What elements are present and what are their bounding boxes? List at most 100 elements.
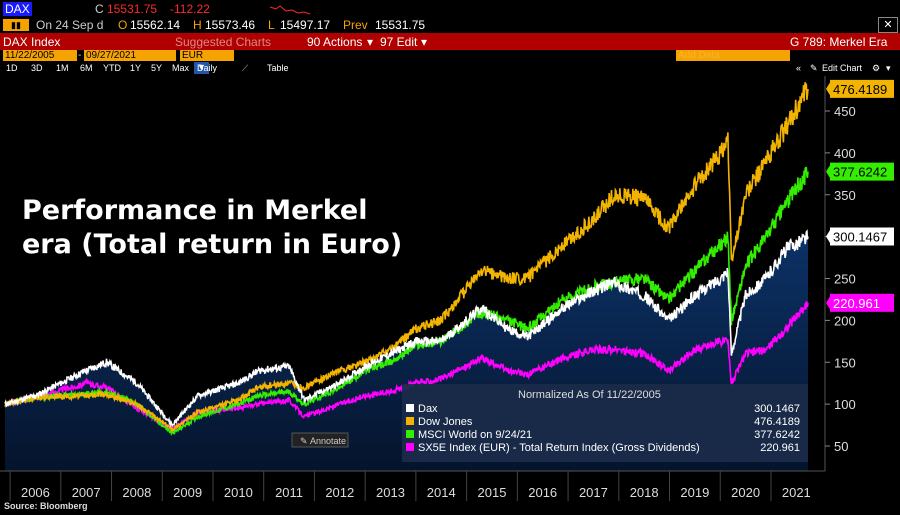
x-tick-label: 2018: [630, 485, 659, 500]
last-price: 15531.75: [107, 2, 158, 16]
y-tick-label: 100: [834, 397, 856, 412]
add-data-field[interactable]: Add Data: [676, 50, 790, 61]
edit-chart-button[interactable]: Edit Chart: [822, 63, 863, 73]
y-tick-label: 450: [834, 104, 856, 119]
currency-field[interactable]: EUR: [180, 50, 234, 61]
ticker-symbol[interactable]: DAX: [3, 2, 32, 16]
x-tick-label: 2009: [173, 485, 202, 500]
label-pointer: [826, 163, 831, 180]
range-6m[interactable]: 6M: [80, 63, 93, 73]
x-tick-label: 2012: [325, 485, 354, 500]
table-button[interactable]: Table: [267, 63, 289, 73]
legend: Normalized As Of 11/22/2005 Dax 300.1467D…: [402, 384, 808, 462]
news-icon[interactable]: ▮▮: [3, 19, 29, 31]
suggested-charts-button[interactable]: Suggested Charts: [175, 35, 272, 49]
legend-value: 300.1467: [754, 403, 800, 415]
legend-name: Dax: [418, 403, 438, 415]
low-value: 15497.17: [280, 18, 331, 32]
edit-chevron-icon: ▾: [421, 35, 428, 49]
range-1y[interactable]: 1Y: [130, 63, 142, 73]
high-label: H: [193, 18, 202, 32]
y-tick-label: 350: [834, 188, 856, 203]
legend-swatch: [406, 417, 414, 425]
index-name: DAX Index: [3, 35, 61, 49]
pencil-icon: ✎: [300, 436, 308, 446]
annotate-label: Annotate: [310, 436, 346, 446]
y-tick-label: 50: [834, 439, 848, 454]
label-pointer: [826, 294, 831, 311]
gear-icon[interactable]: ⚙: [872, 63, 881, 73]
x-axis-ticks: 2006 2007 2008 2009 2010 2011 2012 2013 2014 2015…: [0, 470, 825, 501]
x-tick-label: 2008: [122, 485, 151, 500]
edit-button[interactable]: 97 Edit: [380, 35, 418, 49]
y-tick-label: 150: [834, 355, 856, 370]
y-tick-label: 400: [834, 146, 856, 161]
label-pointer: [826, 80, 831, 97]
x-tick-label: 2020: [731, 485, 760, 500]
range-5y[interactable]: 5Y: [151, 63, 163, 73]
collapse-icon[interactable]: «: [796, 63, 802, 73]
legend-value: 220.961: [760, 442, 800, 454]
overlay-title-line1: Performance in Merkel: [22, 195, 368, 226]
prev-label: Prev: [343, 18, 368, 32]
price-change: -112.22: [170, 2, 210, 16]
settings-chevron-icon[interactable]: ▾: [886, 63, 891, 73]
x-tick-label: 2007: [72, 485, 101, 500]
date-bar: 11/22/2005 - 09/27/2021 EUR Add Data: [0, 50, 900, 62]
dow-jones-last-label: 476.4189: [826, 79, 894, 98]
quote-date: On 24 Sep d: [36, 18, 104, 32]
annotate-button[interactable]: ✎ Annotate: [291, 432, 349, 448]
label-box: [830, 162, 894, 181]
sparkline-icon: [270, 5, 310, 15]
pencil-icon[interactable]: ✎: [810, 63, 818, 73]
range-1m[interactable]: 1M: [56, 63, 69, 73]
high-value: 15573.46: [205, 18, 256, 32]
x-tick-label: 2019: [680, 485, 709, 500]
legend-swatch: [406, 430, 414, 438]
range-ytd[interactable]: YTD: [103, 63, 121, 73]
function-toolbar: DAX Index Suggested Charts 90 Actions ▾ …: [0, 33, 900, 50]
range-3d[interactable]: 3D: [31, 63, 43, 73]
legend-swatch: [406, 404, 414, 412]
label-text: 220.961: [833, 296, 880, 311]
dow-jones-line: [4, 82, 809, 433]
sx5e-last-label: 220.961: [826, 293, 894, 312]
frequency-dropdown[interactable]: Daily ▼: [194, 62, 217, 74]
x-tick-label: 2021: [782, 485, 811, 500]
range-1d[interactable]: 1D: [6, 63, 18, 73]
open-label: O: [118, 18, 128, 32]
x-tick-label: 2015: [478, 485, 507, 500]
label-text: 476.4189: [833, 82, 887, 97]
quote-bar: ▮▮ On 24 Sep d O 15562.14 H 15573.46 L 1…: [0, 17, 900, 33]
line-chart-icon[interactable]: ⟋: [242, 63, 249, 73]
legend-value: 476.4189: [754, 416, 800, 428]
start-date-field[interactable]: 11/22/2005: [3, 50, 77, 61]
legend-sx5e: SX5E Index (EUR) - Total Return Index (G…: [406, 442, 800, 454]
y-tick-label: 200: [834, 313, 856, 328]
close-label: C: [95, 2, 104, 16]
label-text: 300.1467: [833, 230, 887, 245]
performance-chart: 50100150200250300350400450 2006200720082…: [0, 76, 900, 501]
x-tick-label: 2013: [376, 485, 405, 500]
msci-last-label: 377.6242: [826, 162, 894, 181]
label-pointer: [826, 228, 831, 245]
range-max[interactable]: Max: [172, 63, 190, 73]
x-tick-label: 2011: [275, 485, 303, 500]
prev-value: 15531.75: [375, 18, 426, 32]
x-tick-label: 2006: [21, 485, 50, 500]
end-date-field[interactable]: 09/27/2021: [84, 50, 176, 61]
legend-title: Normalized As Of 11/22/2005: [518, 389, 661, 401]
legend-name: SX5E Index (EUR) - Total Return Index (G…: [418, 442, 700, 454]
low-label: L: [268, 18, 275, 32]
legend-name: Dow Jones: [418, 416, 473, 428]
label-text: 377.6242: [833, 165, 887, 180]
close-window-button[interactable]: ✕: [878, 17, 898, 33]
legend-msci-world: MSCI World on 9/24/21 377.6242: [406, 429, 800, 441]
open-value: 15562.14: [130, 18, 181, 32]
legend-box: [402, 384, 808, 462]
y-tick-label: 250: [834, 272, 856, 287]
legend-dax: Dax 300.1467: [406, 403, 800, 415]
source-note: Source: Bloomberg: [4, 501, 88, 511]
label-box: [830, 79, 894, 98]
actions-button[interactable]: 90 Actions: [307, 35, 363, 49]
